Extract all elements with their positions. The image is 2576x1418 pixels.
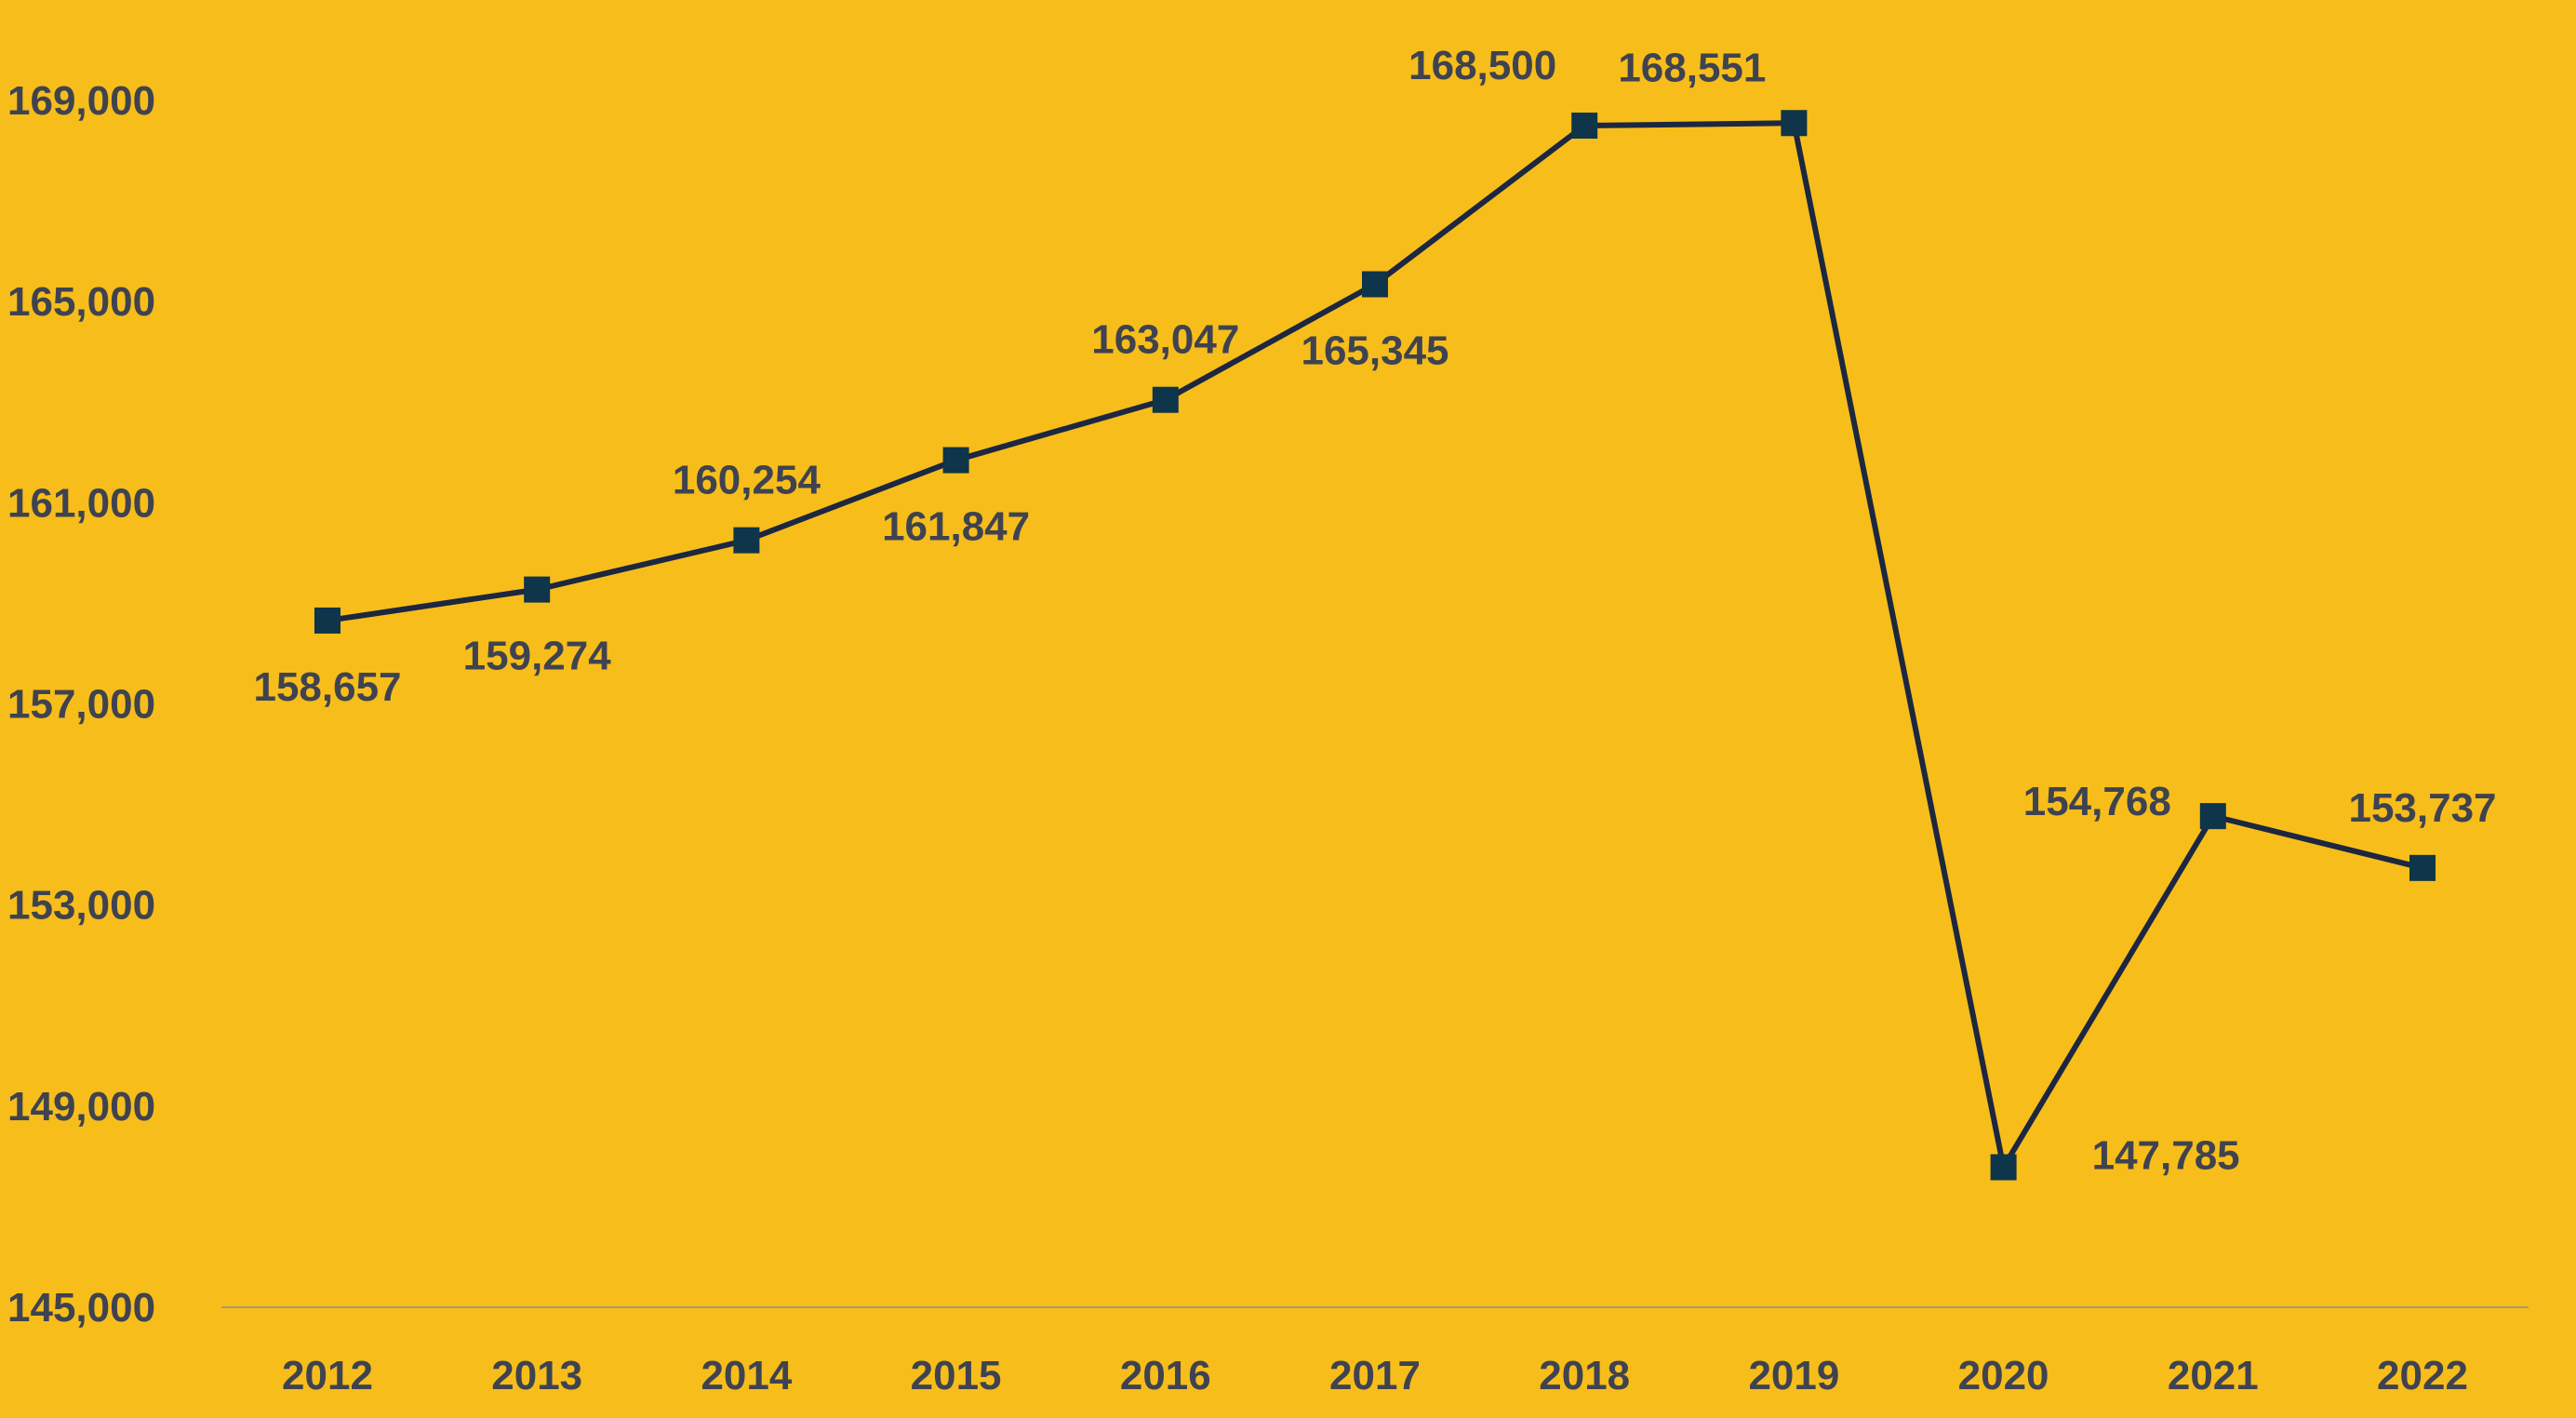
data-point-marker [733, 527, 760, 554]
y-tick-label: 145,000 [7, 1285, 155, 1331]
data-point-marker [1781, 110, 1808, 137]
x-tick-label: 2014 [701, 1353, 792, 1398]
y-tick-label: 149,000 [7, 1084, 155, 1130]
x-tick-label: 2019 [1748, 1353, 1839, 1398]
data-point-marker [524, 576, 551, 603]
data-labels: 158,657 159,274 160,254 161,847 163,047 165,3… [253, 43, 2496, 1178]
x-tick-label: 2021 [2168, 1353, 2259, 1398]
data-label: 147,785 [2092, 1132, 2240, 1178]
data-label: 161,847 [882, 504, 1030, 550]
data-label: 159,274 [463, 634, 612, 679]
data-point-marker [1152, 386, 1179, 413]
data-point-marker [1571, 113, 1598, 140]
data-label: 158,657 [253, 664, 401, 710]
x-tick-label: 2022 [2377, 1353, 2468, 1398]
y-tick-label: 165,000 [7, 279, 155, 325]
x-tick-label: 2020 [1958, 1353, 2049, 1398]
data-label: 168,551 [1618, 45, 1766, 90]
x-tick-label: 2015 [911, 1353, 1002, 1398]
x-tick-label: 2018 [1539, 1353, 1630, 1398]
data-label: 160,254 [673, 458, 821, 503]
y-axis-tick-labels: 145,000 149,000 153,000 157,000 161,000 165,0… [7, 78, 155, 1331]
x-tick-label: 2017 [1329, 1353, 1421, 1398]
y-tick-label: 161,000 [7, 480, 155, 526]
y-tick-label: 169,000 [7, 78, 155, 124]
data-point-marker [2409, 854, 2436, 881]
x-tick-label: 2016 [1120, 1353, 1211, 1398]
data-point-markers [314, 110, 2436, 1181]
y-tick-label: 153,000 [7, 883, 155, 929]
data-label: 168,500 [1408, 43, 1556, 88]
data-point-marker [314, 607, 340, 634]
data-point-marker [1362, 271, 1388, 298]
data-label: 153,737 [2348, 785, 2496, 831]
data-label: 165,345 [1301, 328, 1448, 374]
y-tick-label: 157,000 [7, 682, 155, 728]
data-point-marker [942, 447, 969, 474]
data-point-marker [1990, 1154, 2017, 1181]
x-tick-label: 2012 [282, 1353, 373, 1398]
data-point-marker [2199, 803, 2226, 830]
data-label: 163,047 [1091, 317, 1239, 363]
x-axis-tick-labels: 2012 2013 2014 2015 2016 2017 2018 2019 2020 2021… [282, 1353, 2468, 1398]
data-label: 154,768 [2023, 779, 2171, 824]
x-tick-label: 2013 [491, 1353, 582, 1398]
